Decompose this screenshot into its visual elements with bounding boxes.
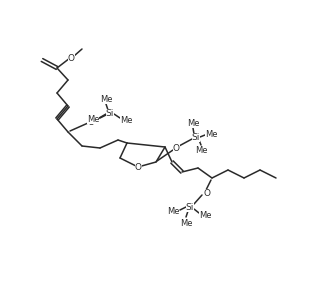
Text: Me: Me (100, 95, 112, 103)
Text: O: O (134, 162, 141, 172)
Text: Me: Me (87, 114, 99, 124)
Text: Si: Si (186, 202, 194, 212)
Text: O: O (203, 189, 210, 197)
Text: Me: Me (187, 118, 199, 128)
Text: Si: Si (106, 108, 114, 118)
Text: Me: Me (180, 218, 192, 227)
Text: Me: Me (120, 116, 132, 124)
Text: Me: Me (195, 145, 207, 154)
Text: O: O (87, 118, 94, 126)
Text: Me: Me (199, 210, 211, 220)
Text: O: O (67, 53, 74, 62)
Text: Me: Me (167, 206, 179, 216)
Text: Me: Me (205, 130, 217, 139)
Text: O: O (173, 143, 180, 153)
Text: Si: Si (192, 133, 200, 141)
